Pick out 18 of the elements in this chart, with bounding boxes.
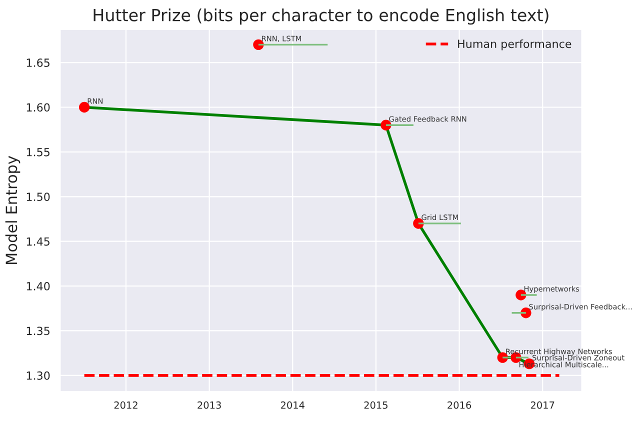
y-tick-label: 1.30 (26, 371, 50, 380)
x-tick-label: 2013 (198, 401, 221, 409)
x-tick-label: 2016 (448, 401, 472, 409)
y-tick-label: 1.45 (26, 237, 50, 246)
point (253, 39, 264, 50)
x-tick-label: 2017 (530, 401, 554, 409)
x-tick-label: 2014 (280, 401, 304, 409)
y-tick-label: 1.55 (26, 148, 50, 156)
y-tick-label: 1.35 (26, 326, 50, 336)
y-axis-title: Model Entropy (5, 156, 20, 264)
y-tick-label: 1.60 (26, 103, 50, 112)
x-tick-label: 2012 (114, 401, 138, 409)
x-tick-label: 2015 (364, 401, 388, 409)
y-tick-label: 1.40 (26, 282, 50, 290)
y-tick-label: 1.50 (26, 192, 50, 202)
y-tick-label: 1.65 (26, 58, 50, 67)
chart-title: Hutter Prize (bits per character to encode English text) (94, 8, 548, 25)
legend-label: Human performance (458, 39, 572, 50)
